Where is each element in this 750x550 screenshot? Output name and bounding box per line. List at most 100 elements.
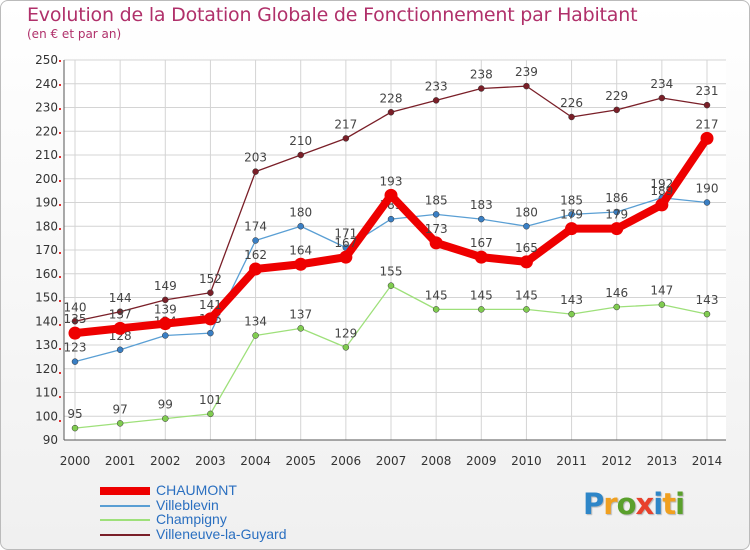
data-label-champigny: 145 — [425, 288, 448, 302]
data-point-chaumont — [113, 321, 127, 335]
data-label-champigny: 97 — [113, 402, 128, 416]
data-point-chaumont — [700, 131, 714, 145]
data-label-champigny: 134 — [244, 315, 267, 329]
data-point-villeblevin — [478, 215, 485, 223]
data-point-villeneuve-la-guyard — [387, 109, 395, 116]
y-tick-label: 200 — [35, 172, 58, 186]
data-point-chaumont — [249, 262, 263, 276]
data-point-villeneuve-la-guyard — [207, 289, 214, 296]
logo-letter: x — [635, 487, 655, 521]
data-label-chaumont: 167 — [470, 236, 493, 250]
data-point-villeblevin — [432, 211, 440, 218]
logo-letter: P — [583, 487, 604, 521]
data-label-chaumont: 137 — [109, 307, 132, 321]
y-tick-label: 190 — [35, 196, 58, 210]
data-label-chaumont: 173 — [425, 222, 448, 236]
data-point-chaumont — [339, 250, 353, 264]
data-label-villeneuve-la-guyard: 144 — [109, 291, 132, 305]
data-label-champigny: 95 — [67, 407, 82, 421]
logo-letter: t — [662, 487, 676, 521]
data-point-chaumont — [655, 198, 669, 212]
logo-letter: i — [653, 487, 663, 521]
data-label-villeneuve-la-guyard: 228 — [380, 91, 403, 105]
x-tick-label: 2000 — [60, 454, 91, 468]
data-point-villeblevin — [297, 223, 304, 230]
data-label-chaumont: 193 — [380, 174, 403, 188]
y-tick-label: 130 — [35, 338, 58, 352]
data-point-chaumont — [519, 255, 533, 269]
data-point-villeblevin — [207, 329, 214, 337]
data-label-villeneuve-la-guyard: 210 — [289, 134, 312, 148]
data-point-villeneuve-la-guyard — [658, 94, 666, 102]
data-label-champigny: 143 — [696, 293, 719, 307]
proxiti-logo: Proxiti — [583, 487, 685, 521]
data-point-chaumont — [158, 317, 172, 331]
x-tick-label: 2010 — [511, 454, 542, 468]
chart-subtitle: (en € et par an) — [27, 27, 122, 41]
data-label-champigny: 155 — [380, 265, 403, 279]
data-point-chaumont — [384, 188, 398, 202]
data-point-villeblevin — [523, 223, 530, 230]
y-tick-label: 120 — [35, 362, 58, 376]
data-point-chaumont — [429, 236, 443, 250]
y-tick-label: 140 — [35, 314, 58, 328]
data-point-champigny — [162, 415, 169, 422]
y-tick-label: 90 — [43, 433, 58, 447]
logo-letter: o — [616, 487, 637, 521]
data-label-villeblevin: 180 — [515, 205, 538, 219]
x-tick-label: 2009 — [466, 454, 497, 468]
data-label-chaumont: 139 — [154, 303, 177, 317]
data-point-villeneuve-la-guyard — [297, 151, 304, 159]
x-tick-label: 2007 — [376, 454, 407, 468]
data-label-villeneuve-la-guyard: 140 — [64, 300, 87, 314]
data-label-champigny: 143 — [560, 293, 583, 307]
data-label-villeneuve-la-guyard: 226 — [560, 96, 583, 110]
y-tick-label: 170 — [35, 243, 58, 257]
data-point-champigny — [71, 424, 79, 432]
data-label-chaumont: 141 — [199, 298, 222, 312]
data-label-champigny: 101 — [199, 393, 222, 407]
data-label-villeblevin: 185 — [560, 193, 583, 207]
data-point-chaumont — [294, 257, 308, 271]
data-point-villeneuve-la-guyard — [703, 101, 711, 109]
y-tick-label: 110 — [35, 386, 58, 400]
x-tick-label: 2014 — [692, 454, 723, 468]
x-tick-label: 2001 — [105, 454, 136, 468]
legend-label: Villeblevin — [156, 496, 219, 513]
data-point-champigny — [387, 282, 395, 289]
data-point-champigny — [116, 420, 124, 427]
data-point-villeblevin — [162, 332, 169, 339]
data-label-villeblevin: 174 — [244, 220, 267, 234]
legend-label: CHAUMONT — [156, 482, 237, 498]
data-point-villeneuve-la-guyard — [162, 296, 169, 304]
data-point-champigny — [568, 310, 575, 318]
data-point-champigny — [432, 306, 440, 313]
data-label-champigny: 145 — [515, 288, 538, 302]
x-tick-label: 2013 — [647, 454, 678, 468]
data-label-chaumont: 167 — [334, 236, 357, 250]
data-label-villeblevin: 190 — [696, 182, 719, 196]
data-point-chaumont — [474, 250, 488, 264]
data-label-villeneuve-la-guyard: 233 — [425, 79, 448, 93]
data-label-chaumont: 217 — [696, 117, 719, 131]
data-point-chaumont — [68, 326, 82, 340]
data-label-chaumont: 135 — [64, 312, 87, 326]
data-label-villeneuve-la-guyard: 239 — [515, 65, 538, 79]
x-tick-label: 2006 — [331, 454, 362, 468]
data-label-champigny: 129 — [334, 326, 357, 340]
data-point-villeblevin — [252, 237, 259, 244]
data-point-champigny — [613, 303, 620, 311]
data-point-villeneuve-la-guyard — [252, 168, 259, 175]
data-label-champigny: 137 — [289, 307, 312, 321]
data-point-villeneuve-la-guyard — [432, 97, 440, 104]
data-point-villeneuve-la-guyard — [568, 113, 575, 121]
legend-swatch — [100, 487, 150, 495]
data-point-champigny — [297, 325, 304, 332]
data-point-villeneuve-la-guyard — [523, 82, 530, 90]
data-label-villeneuve-la-guyard: 203 — [244, 151, 267, 165]
data-point-champigny — [703, 310, 711, 318]
data-label-villeneuve-la-guyard: 234 — [650, 77, 673, 91]
data-point-champigny — [342, 344, 350, 351]
x-tick-label: 2005 — [285, 454, 316, 468]
